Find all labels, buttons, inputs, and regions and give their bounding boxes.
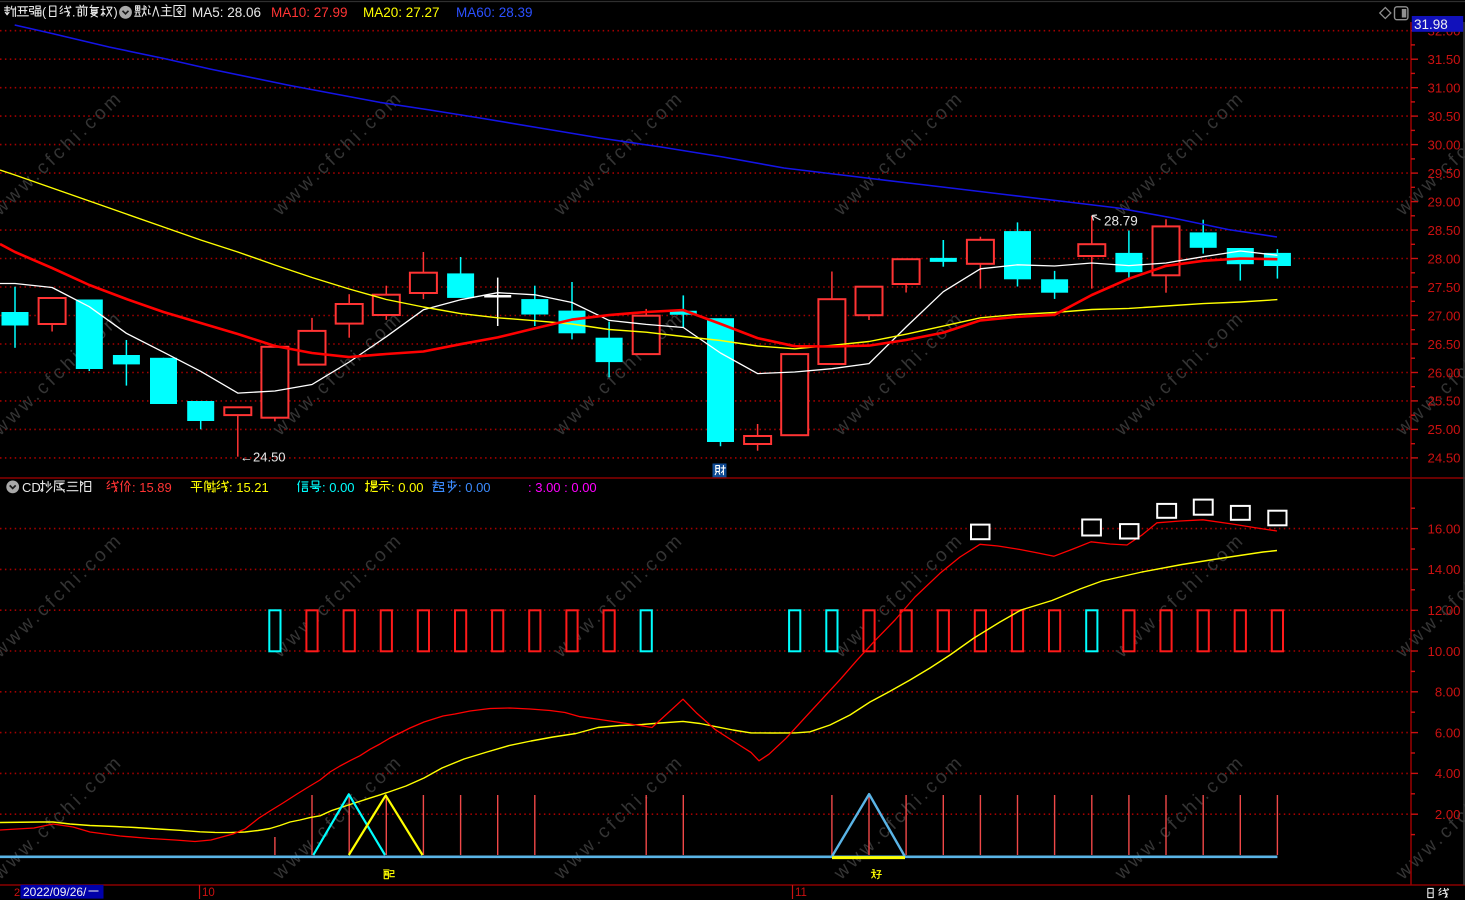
svg-text:2.00: 2.00 — [1435, 807, 1461, 822]
svg-text:28.79: 28.79 — [1104, 214, 1138, 229]
svg-text:12.00: 12.00 — [1427, 603, 1460, 618]
svg-text:14.00: 14.00 — [1427, 562, 1460, 577]
svg-text:MA10: 27.99: MA10: 27.99 — [271, 5, 348, 20]
svg-text:24.50: 24.50 — [1427, 451, 1460, 466]
svg-text:): ) — [114, 6, 118, 20]
svg-text:: 3.00 : 0.00: : 3.00 : 0.00 — [528, 480, 597, 495]
svg-text:10: 10 — [202, 887, 215, 899]
svg-text:MA5: 28.06: MA5: 28.06 — [192, 5, 261, 20]
svg-text:31.00: 31.00 — [1427, 81, 1460, 96]
svg-text:: 0.00: : 0.00 — [391, 480, 424, 495]
svg-text:29.00: 29.00 — [1427, 194, 1460, 209]
svg-text:25.00: 25.00 — [1427, 422, 1460, 437]
svg-text:.: . — [72, 6, 75, 20]
svg-text:(: ( — [42, 6, 47, 20]
svg-text:2022/09/26/: 2022/09/26/ — [23, 885, 87, 899]
svg-text:31.98: 31.98 — [1414, 17, 1448, 32]
svg-text:29.50: 29.50 — [1427, 166, 1460, 181]
svg-text:: 15.89: : 15.89 — [132, 480, 172, 495]
svg-text:: 15.21: : 15.21 — [229, 480, 269, 495]
svg-text:26.50: 26.50 — [1427, 337, 1460, 352]
svg-text:11: 11 — [795, 887, 807, 899]
svg-text:30.00: 30.00 — [1427, 137, 1460, 152]
svg-text:8.00: 8.00 — [1435, 685, 1461, 700]
svg-text:28.00: 28.00 — [1427, 251, 1460, 266]
svg-text:←24.50: ←24.50 — [240, 450, 286, 465]
svg-text:31.50: 31.50 — [1427, 52, 1460, 67]
svg-text:MA60: 28.39: MA60: 28.39 — [456, 5, 533, 20]
svg-text:30.50: 30.50 — [1427, 109, 1460, 124]
svg-text:25.50: 25.50 — [1427, 394, 1460, 409]
svg-text:4.00: 4.00 — [1435, 766, 1461, 781]
svg-text:27.50: 27.50 — [1427, 280, 1460, 295]
svg-text:CD: CD — [22, 480, 41, 495]
svg-text:10.00: 10.00 — [1427, 644, 1460, 659]
svg-text:26.00: 26.00 — [1427, 365, 1460, 380]
svg-text:28.50: 28.50 — [1427, 223, 1460, 238]
svg-text:MA20: 27.27: MA20: 27.27 — [363, 5, 440, 20]
svg-text:27.00: 27.00 — [1427, 308, 1460, 323]
svg-text:: 0.00: : 0.00 — [458, 480, 491, 495]
svg-text:6.00: 6.00 — [1435, 725, 1461, 740]
svg-text:2: 2 — [14, 887, 20, 899]
svg-text:: 0.00: : 0.00 — [322, 480, 355, 495]
svg-text:16.00: 16.00 — [1427, 521, 1460, 536]
